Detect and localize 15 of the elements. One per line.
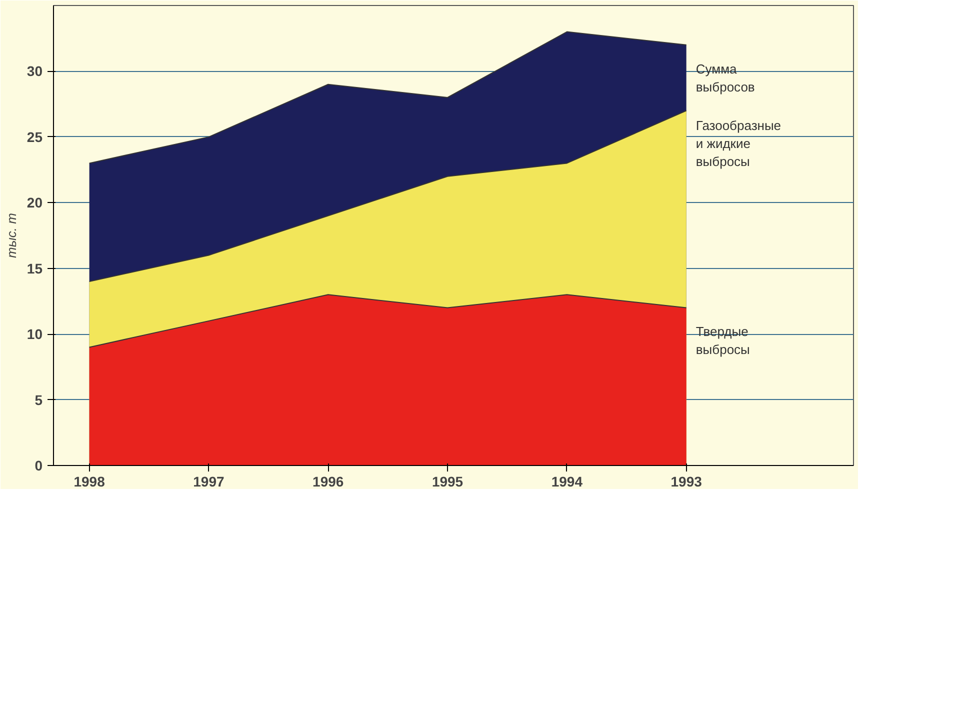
y-tick-label: 5 [34, 392, 43, 408]
y-tick-label: 10 [26, 326, 43, 342]
x-tick-label: 1997 [193, 474, 225, 490]
y-tick-label: 20 [26, 194, 43, 211]
y-tick-label: 25 [26, 128, 43, 145]
x-tick-label: 1998 [74, 474, 106, 490]
x-tick-label: 1994 [551, 474, 583, 490]
y-tick-label: 0 [34, 458, 43, 474]
x-tick-label: 1993 [670, 474, 702, 490]
x-tick-label: 1996 [312, 474, 344, 490]
y-tick-label: 15 [26, 260, 43, 276]
y-tick-label: 30 [26, 63, 43, 80]
y-axis-title: тыс. т [4, 212, 19, 258]
series-label: Газообразные и жидкие выбросы [696, 118, 782, 169]
x-tick-label: 1995 [432, 474, 464, 490]
